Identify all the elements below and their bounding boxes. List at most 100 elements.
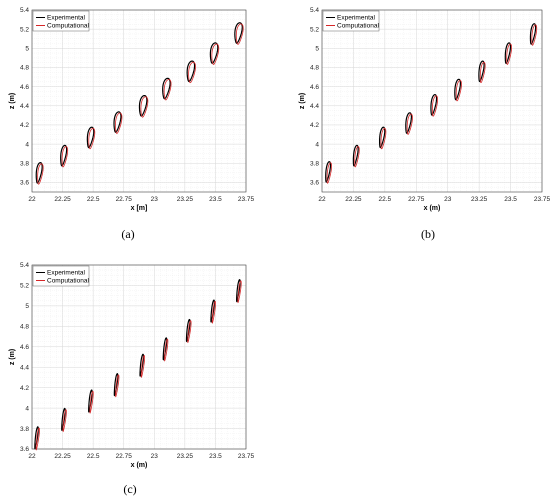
y-tick-label: 4.4 [310,103,319,110]
legend-entry: Experimental [47,15,85,22]
experimental-section-6 [162,337,168,361]
blade-sections [34,278,242,451]
computational-section-8 [506,43,512,65]
y-axis-label: z (m) [9,349,16,365]
experimental-section-1 [35,162,43,184]
computational-section-7 [187,320,192,344]
panel-label-a: (a) [121,227,134,241]
y-tick-label: 3.6 [310,180,319,187]
computational-section-2 [61,146,69,168]
y-tick-label: 4 [25,141,29,148]
computational-section-2 [354,146,360,168]
panel-label-b: (b) [421,227,435,241]
computational-section-3 [89,390,94,414]
x-tick-label: 22 [318,196,326,203]
y-axis-label: z (m) [299,93,306,109]
experimental-section-4 [405,112,413,134]
x-tick-label: 22.25 [54,453,71,460]
legend-entry: Computational [47,278,89,285]
x-tick-label: 23 [444,196,452,203]
experimental-section-3 [88,389,93,413]
chart-panel-b: 22 22.25 22.5 22.75 23 23.25 23.5 23.75 3.6 3.8 4 4… [299,7,550,212]
computational-section-8 [211,300,216,324]
blade-sections [35,22,244,185]
y-tick-label: 5.4 [20,262,29,269]
y-tick-label: 4.6 [20,344,29,351]
x-tick-label: 23.75 [238,453,255,460]
computational-section-1 [37,163,44,185]
computational-section-7 [188,61,196,84]
experimental-section-2 [60,144,68,167]
y-tick-label: 5 [25,46,29,53]
computational-section-3 [380,127,387,150]
chart-panel-a: 22 22.25 22.5 22.75 23 23.25 23.5 23.75 3.6 3.8 4 4… [9,7,255,212]
experimental-section-8 [504,42,512,64]
experimental-section-8 [210,299,216,323]
y-tick-label: 4.4 [20,103,29,110]
computational-section-2 [62,409,67,433]
x-tick-label: 22.5 [87,453,100,460]
computational-section-9 [235,23,244,45]
y-tick-label: 4.8 [310,65,319,72]
legend-entry: Experimental [337,15,375,22]
y-tick-label: 4.6 [310,84,319,91]
x-tick-label: 23.25 [177,196,194,203]
x-tick-label: 22.5 [87,196,100,203]
computational-section-9 [237,280,242,304]
chart-panel-c: 22 22.25 22.5 22.75 23 23.25 23.5 23.75 3.6 3.8 4 4… [9,262,255,469]
x-tick-label: 22.75 [116,196,133,203]
y-tick-label: 5 [315,46,319,53]
y-tick-label: 4 [25,405,29,412]
computational-section-8 [211,43,220,65]
y-tick-label: 5.2 [20,283,29,290]
y-tick-label: 5.4 [310,7,319,14]
computational-section-3 [88,127,96,150]
y-tick-label: 3.8 [20,160,29,167]
computational-section-5 [140,96,149,118]
y-tick-label: 4 [315,141,319,148]
y-tick-label: 4.4 [20,364,29,371]
x-tick-label: 23.5 [504,196,517,203]
experimental-section-4 [113,373,119,397]
plot-area-frame [321,9,543,193]
x-tick-label: 23 [151,453,159,460]
x-tick-label: 23.25 [177,453,194,460]
x-tick-label: 22.25 [54,196,71,203]
experimental-section-4 [113,111,122,133]
computational-section-1 [326,162,333,184]
experimental-section-6 [454,78,462,101]
computational-section-7 [479,61,486,84]
computational-section-6 [163,79,172,101]
y-tick-label: 4.8 [20,324,29,331]
x-tick-label: 23.25 [471,196,488,203]
x-tick-label: 22.5 [379,196,392,203]
experimental-section-2 [352,144,359,167]
y-tick-label: 5.4 [20,7,29,14]
y-tick-label: 4.2 [20,385,29,392]
x-tick-label: 22.25 [345,196,362,203]
y-tick-label: 3.8 [310,160,319,167]
computational-section-4 [406,113,413,135]
legend-entry: Computational [47,23,89,30]
x-tick-label: 23.5 [209,196,222,203]
y-tick-label: 5.2 [310,26,319,33]
computational-section-6 [164,338,169,362]
plot-area-frame [31,264,247,450]
computational-section-5 [140,355,146,378]
y-tick-label: 4.2 [20,122,29,129]
x-tick-label: 22 [28,453,36,460]
x-tick-label: 22 [28,196,36,203]
y-tick-label: 4.2 [310,122,319,129]
experimental-section-7 [185,318,191,343]
experimental-section-3 [86,126,95,149]
y-axis-label: z (m) [9,93,16,109]
experimental-section-1 [325,161,332,183]
x-tick-label: 23.5 [209,453,222,460]
x-tick-label: 23.75 [238,196,255,203]
experimental-section-9 [235,278,241,303]
legend-box [32,265,90,287]
y-tick-label: 3.8 [20,426,29,433]
experimental-section-7 [478,60,485,83]
